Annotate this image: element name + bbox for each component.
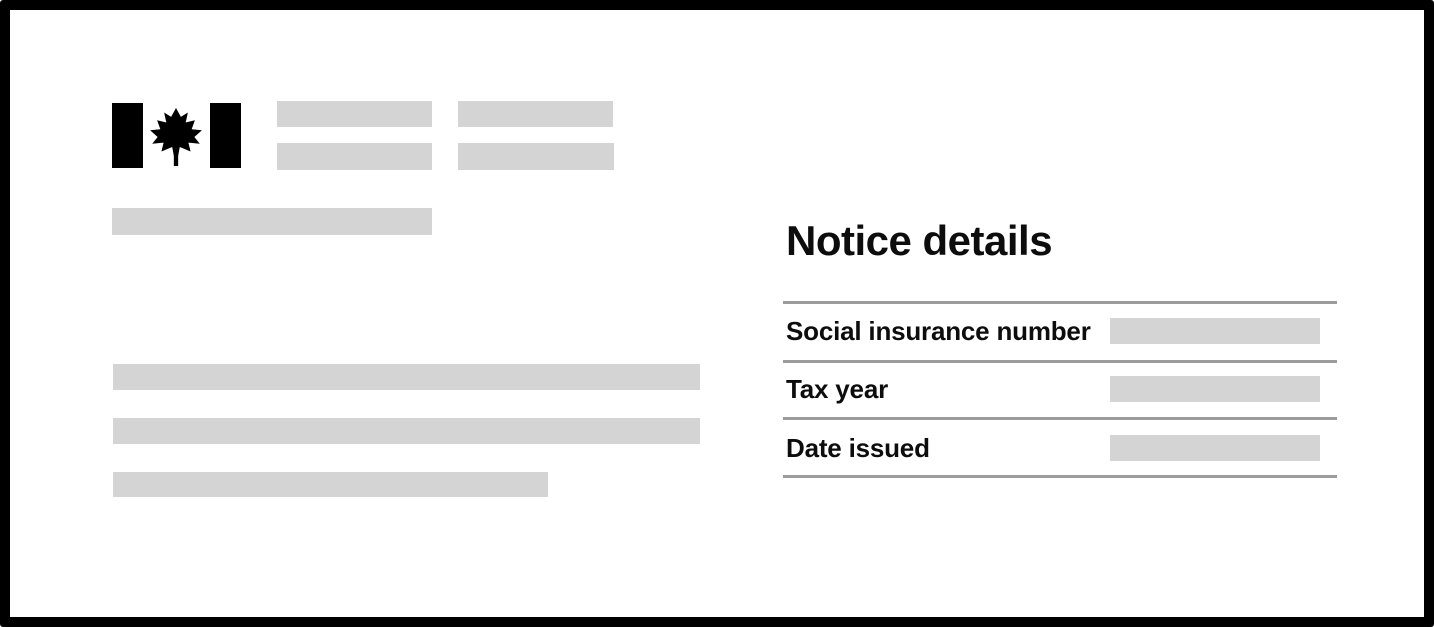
row-label-date-issued: Date issued: [786, 433, 930, 463]
value-placeholder-tax-year: [1110, 376, 1320, 402]
value-placeholder-date-issued: [1110, 435, 1320, 461]
placeholder-body-line-3: [113, 472, 548, 497]
placeholder-header-line-1b: [458, 101, 613, 127]
placeholder-address-line: [112, 208, 432, 235]
placeholder-header-line-2b: [458, 143, 614, 170]
value-placeholder-social-insurance-number: [1110, 318, 1320, 344]
canada-flag-icon: [112, 103, 241, 168]
row-label-social-insurance-number: Social insurance number: [786, 316, 1091, 346]
flag-right-bar: [210, 103, 241, 168]
placeholder-body-line-2: [113, 418, 700, 444]
notice-details-title: Notice details: [786, 217, 1053, 264]
placeholder-header-line-1a: [277, 101, 432, 127]
separator-line: [783, 417, 1337, 420]
separator-line: [783, 301, 1337, 304]
maple-leaf-icon: [150, 108, 202, 166]
separator-line: [783, 475, 1337, 478]
letter-page: Notice details Social insurance number T…: [10, 10, 1424, 617]
separator-line: [783, 360, 1337, 363]
placeholder-body-line-1: [113, 364, 700, 390]
row-label-tax-year: Tax year: [786, 374, 888, 404]
placeholder-header-line-2a: [277, 143, 432, 170]
flag-left-bar: [112, 103, 143, 168]
